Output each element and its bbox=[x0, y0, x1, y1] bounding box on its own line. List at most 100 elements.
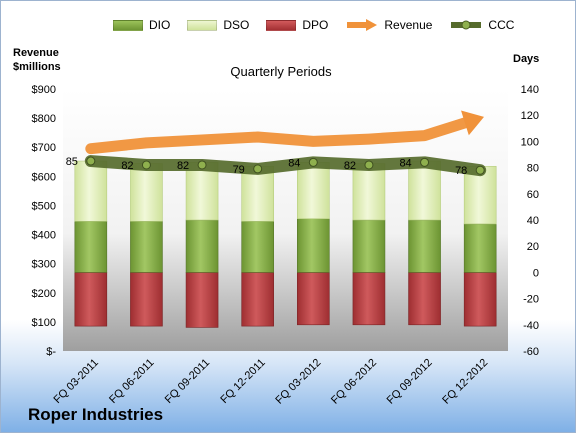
right-axis: 140 120 100 80 60 40 20 0 -20 -40 -60 bbox=[521, 84, 539, 358]
legend-swatch-dio bbox=[113, 19, 143, 31]
company-name: Roper Industries bbox=[28, 405, 164, 424]
left-axis-title-line1: Revenue bbox=[13, 47, 59, 59]
category-label: FQ 09-2012 bbox=[385, 357, 435, 407]
right-tick-label: 40 bbox=[527, 215, 539, 227]
left-tick-label: $300 bbox=[32, 259, 56, 271]
left-tick-label: $100 bbox=[32, 317, 56, 329]
revenue-series bbox=[85, 110, 485, 155]
category-label: FQ 12-2012 bbox=[440, 357, 490, 407]
dio-bar bbox=[185, 219, 219, 273]
dpo-bar bbox=[297, 272, 330, 326]
ccc-point bbox=[253, 164, 263, 174]
ccc-data-label: 84 bbox=[399, 157, 411, 169]
dpo-bar bbox=[408, 272, 441, 326]
ccc-point bbox=[420, 157, 430, 167]
dso-bar bbox=[130, 163, 163, 222]
legend-ccc-icon bbox=[451, 20, 482, 30]
right-axis-title: Days bbox=[513, 53, 540, 65]
ccc-point bbox=[364, 160, 374, 170]
legend-label-dpo: DPO bbox=[302, 18, 329, 32]
dpo-bar bbox=[185, 272, 219, 328]
left-axis: $900 $800 $700 $600 $500 $400 $300 $200 $100 $- bbox=[32, 84, 57, 358]
ccc-data-label: 79 bbox=[233, 164, 245, 176]
right-tick-label: 140 bbox=[521, 84, 539, 96]
left-tick-label: $900 bbox=[32, 84, 56, 96]
dso-bar bbox=[74, 160, 108, 222]
bars bbox=[74, 160, 497, 328]
left-tick-label: $500 bbox=[32, 200, 56, 212]
legend-label-ccc: CCC bbox=[488, 18, 515, 32]
ccc-line bbox=[84, 155, 487, 177]
left-tick-label: $400 bbox=[32, 230, 56, 242]
revenue-arrowhead bbox=[461, 110, 485, 136]
right-tick-label: 0 bbox=[533, 267, 539, 279]
right-tick-label: -20 bbox=[523, 294, 539, 306]
dpo-bar bbox=[74, 272, 108, 327]
dso-bar bbox=[408, 160, 441, 221]
dpo-bar bbox=[241, 272, 274, 327]
right-tick-label: 20 bbox=[527, 241, 539, 253]
right-tick-label: 100 bbox=[521, 136, 539, 148]
ccc-data-label: 82 bbox=[344, 160, 356, 172]
ccc-data-label: 85 bbox=[66, 156, 78, 168]
dio-bar bbox=[297, 218, 330, 273]
category-label: FQ 03-2011 bbox=[52, 357, 101, 406]
legend-item-dpo: DPO bbox=[266, 18, 328, 32]
dso-bar bbox=[185, 162, 219, 221]
left-tick-label: $- bbox=[46, 346, 56, 358]
left-axis-title-line2: $millions bbox=[13, 61, 61, 73]
legend: DIO DSO DPO Revenue CCC bbox=[113, 17, 531, 33]
dpo-bar bbox=[352, 272, 386, 326]
dio-bar bbox=[74, 221, 108, 273]
left-tick-label: $200 bbox=[32, 288, 56, 300]
right-tick-label: -60 bbox=[523, 346, 539, 358]
ccc-point bbox=[197, 160, 207, 170]
category-label: FQ 06-2011 bbox=[107, 357, 156, 406]
ccc-data-label: 82 bbox=[121, 160, 133, 172]
dso-bar bbox=[352, 163, 386, 221]
legend-item-revenue: Revenue bbox=[345, 18, 432, 32]
ccc-data-label: 78 bbox=[455, 165, 467, 177]
legend-item-dso: DSO bbox=[187, 18, 249, 32]
ccc-point bbox=[86, 156, 96, 166]
category-label: FQ 03-2012 bbox=[273, 357, 323, 407]
ccc-data-label: 84 bbox=[288, 157, 300, 169]
dio-bar bbox=[463, 223, 497, 273]
dio-bar bbox=[352, 219, 386, 273]
ccc-point bbox=[308, 157, 318, 167]
dpo-bar bbox=[463, 272, 497, 327]
category-label: FQ 12-2011 bbox=[218, 357, 267, 406]
left-tick-label: $700 bbox=[32, 142, 56, 154]
legend-item-dio: DIO bbox=[113, 18, 170, 32]
legend-label-dio: DIO bbox=[149, 18, 171, 32]
right-tick-label: 60 bbox=[527, 189, 539, 201]
dio-bar bbox=[241, 221, 274, 273]
dpo-bar bbox=[130, 272, 163, 327]
category-label: FQ 09-2011 bbox=[163, 357, 212, 406]
ccc-series: 85 82 82 79 84 82 84 78 bbox=[66, 155, 487, 177]
right-tick-label: 80 bbox=[527, 163, 539, 175]
ccc-point bbox=[475, 165, 485, 175]
legend-arrow-icon bbox=[347, 19, 378, 31]
legend-swatch-dpo bbox=[266, 19, 297, 31]
dso-bar bbox=[297, 162, 330, 219]
legend-label-dso: DSO bbox=[223, 18, 250, 32]
legend-label-revenue: Revenue bbox=[384, 18, 433, 32]
ccc-point bbox=[141, 160, 151, 170]
right-tick-label: 120 bbox=[521, 110, 539, 122]
dio-bar bbox=[408, 219, 441, 273]
chart-title: Quarterly Periods bbox=[230, 64, 332, 79]
legend-swatch-dso bbox=[187, 19, 218, 31]
category-axis: FQ 03-2011 FQ 06-2011 FQ 09-2011 FQ 12-2011… bbox=[52, 357, 491, 407]
ccc-data-label: 82 bbox=[177, 160, 189, 172]
left-axis-title: Revenue $millions bbox=[13, 46, 61, 74]
dio-bar bbox=[130, 221, 163, 273]
category-label: FQ 06-2012 bbox=[329, 357, 379, 407]
left-tick-label: $600 bbox=[32, 171, 56, 183]
dso-bar bbox=[241, 165, 274, 222]
right-tick-label: -40 bbox=[523, 320, 539, 332]
left-tick-label: $800 bbox=[32, 113, 56, 125]
legend-item-ccc: CCC bbox=[449, 18, 514, 32]
